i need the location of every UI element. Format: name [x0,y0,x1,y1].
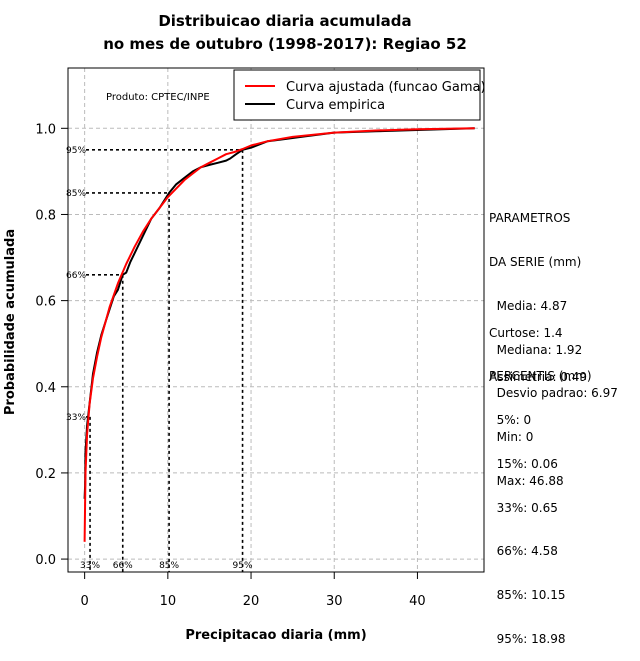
stats-p5: 5%: 0 [489,412,532,427]
chart-title-line1: Distribuicao diaria acumulada [158,12,412,30]
stats-p66: 66%: 4.58 [489,544,558,559]
plot-frame [67,67,485,573]
stats-p33: 33%: 0.65 [489,500,558,515]
y-tick-label-4: 0.8 [35,208,56,223]
chart-title-line2: no mes de outubro (1998-2017): Regiao 52 [103,35,467,53]
stats-curtose: Curtose: 1.4 [489,326,563,341]
y-tick-label-1: 0.2 [35,467,56,482]
stats-desvio: Desvio padrao: 6.97 [489,386,618,401]
y-tick-label-0: 0.0 [35,553,56,568]
stats-assimetria: Assimetria: 0.49 [489,369,588,384]
x-tick-label-0: 0 [80,594,88,609]
y-tick-label-5: 1.0 [35,122,56,137]
axis-layer: 0 10 20 30 40 0.0 0.2 0.4 0.6 0.8 1.0 [35,122,425,609]
percentile-label-x-1: 66% [113,561,133,571]
legend-label-fitted: Curva ajustada (funcao Gama) [286,80,486,95]
stats-p85: 85%: 10.15 [489,588,566,603]
stats-p95: 95%: 18.98 [489,631,566,646]
grid-layer [68,68,484,572]
series-layer [83,127,475,542]
x-tick-label-1: 10 [160,594,177,609]
series-line-0 [83,127,475,542]
percentile-label-x-3: 95% [233,561,253,571]
stats-block-shape: Curtose: 1.4 Assimetria: 0.49 [489,297,587,399]
stats-block-percentis: PERCENTIS (mm) 5%: 0 15%: 0.06 33%: 0.65… [489,340,592,661]
percentile-label-x-0: 33% [80,561,100,571]
stats-block-parametros: PARAMETROS DA SERIE (mm) Media: 4.87 Med… [489,182,618,503]
percentile-label-y-1: 66% [66,271,86,281]
legend: Curva ajustada (funcao Gama) Curva empir… [233,69,486,121]
product-label: Produto: CPTEC/INPE [106,92,210,103]
stats-max: Max: 46.88 [489,473,564,488]
stats-mediana: Mediana: 1.92 [489,342,583,357]
percentile-label-y-2: 85% [66,189,86,199]
x-axis-label: Precipitacao diaria (mm) [185,628,366,643]
stats-media: Media: 4.87 [489,298,568,313]
y-axis-label: Probabilidade acumulada [3,229,18,415]
y-tick-label-2: 0.4 [35,381,56,396]
legend-box [233,69,481,121]
stats-percentis-heading: PERCENTIS (mm) [489,369,592,384]
x-tick-label-3: 30 [326,594,343,609]
series-line-1 [83,127,475,499]
legend-label-empirical: Curva empirica [286,98,385,113]
x-tick-label-2: 20 [243,594,260,609]
stats-heading-serie: DA SERIE (mm) [489,254,582,269]
percentile-label-x-2: 85% [159,561,179,571]
percentile-label-y-3: 95% [66,146,86,156]
y-tick-label-3: 0.6 [35,295,56,310]
stats-min: Min: 0 [489,430,534,445]
x-tick-label-4: 40 [409,594,426,609]
percentile-label-y-0: 33% [66,413,86,423]
percentile-guides: 33% 33% 66% 66% 85% 85% 95% 95% [66,146,253,572]
stats-p15: 15%: 0.06 [489,456,558,471]
stats-heading-parametros: PARAMETROS [489,211,571,226]
